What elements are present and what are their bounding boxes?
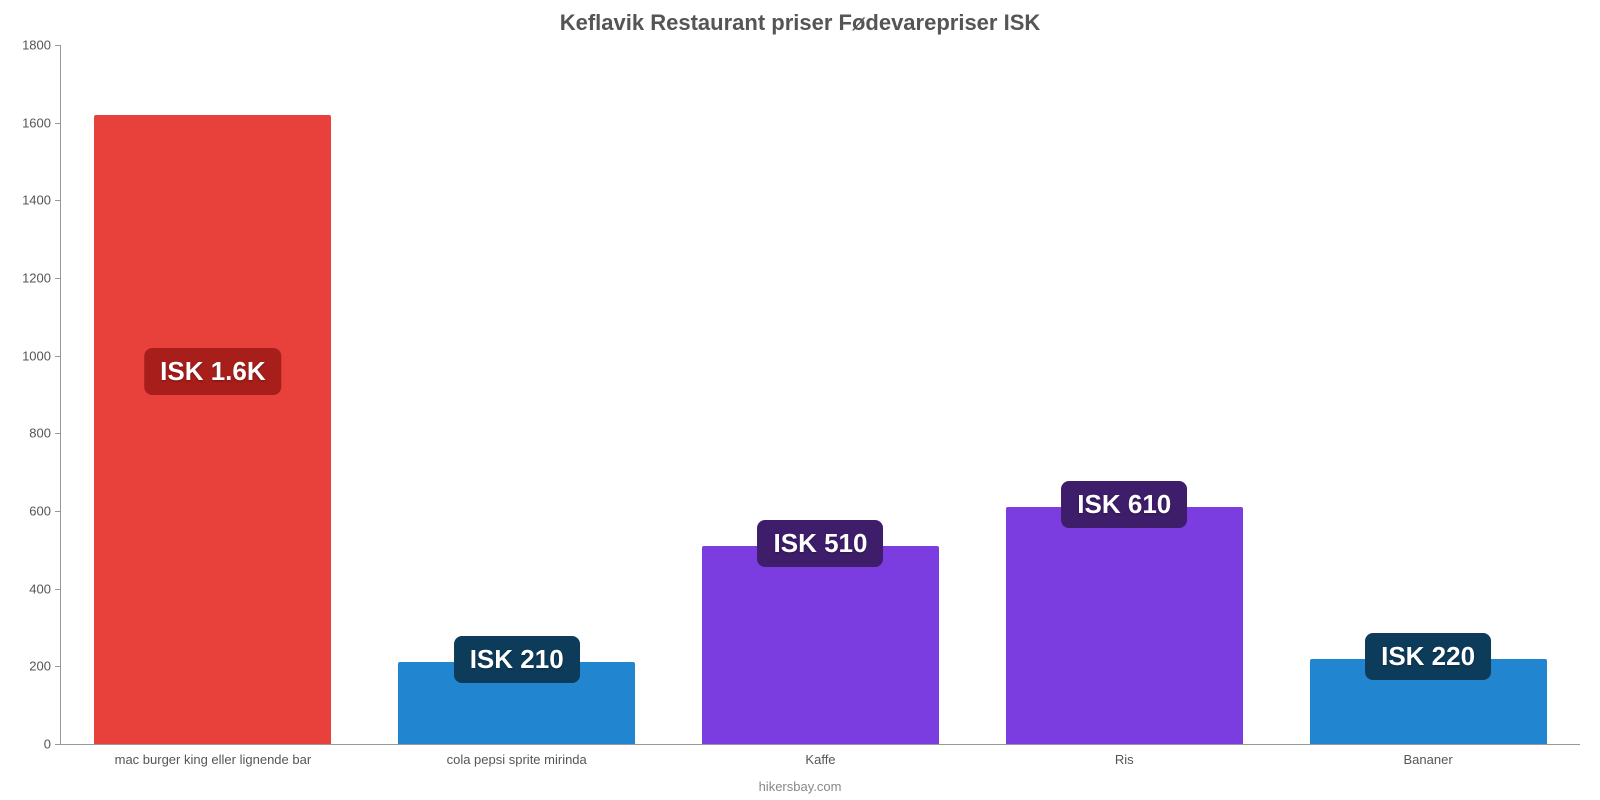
bar	[94, 115, 331, 744]
bar	[1006, 507, 1243, 744]
bar-slot: ISK 510Kaffe	[669, 45, 973, 744]
value-badge: ISK 210	[454, 636, 580, 683]
bars-row: ISK 1.6Kmac burger king eller lignende b…	[61, 45, 1580, 744]
y-tick-label: 800	[29, 426, 51, 441]
bar-slot: ISK 1.6Kmac burger king eller lignende b…	[61, 45, 365, 744]
bar-slot: ISK 210cola pepsi sprite mirinda	[365, 45, 669, 744]
value-badge: ISK 510	[758, 520, 884, 567]
y-tick-label: 1400	[22, 193, 51, 208]
x-tick-label: cola pepsi sprite mirinda	[447, 752, 587, 767]
y-tick-label: 200	[29, 659, 51, 674]
plot-area: 020040060080010001200140016001800ISK 1.6…	[60, 45, 1580, 745]
chart-title: Keflavik Restaurant priser Fødevareprise…	[0, 0, 1600, 36]
y-tick-label: 1200	[22, 271, 51, 286]
y-tick-label: 0	[44, 737, 51, 752]
value-badge: ISK 1.6K	[144, 348, 282, 395]
y-tick-label: 600	[29, 504, 51, 519]
x-tick-label: Bananer	[1404, 752, 1453, 767]
bar-slot: ISK 610Ris	[972, 45, 1276, 744]
value-badge: ISK 610	[1061, 481, 1187, 528]
y-tick-label: 1000	[22, 348, 51, 363]
x-tick-label: Ris	[1115, 752, 1134, 767]
x-tick-label: Kaffe	[805, 752, 835, 767]
bar-slot: ISK 220Bananer	[1276, 45, 1580, 744]
bar	[702, 546, 939, 744]
chart-footer: hikersbay.com	[0, 779, 1600, 794]
y-tick-label: 400	[29, 581, 51, 596]
x-tick-label: mac burger king eller lignende bar	[115, 752, 312, 767]
value-badge: ISK 220	[1365, 633, 1491, 680]
y-tick-label: 1600	[22, 115, 51, 130]
y-tick-label: 1800	[22, 38, 51, 53]
y-tick-mark	[55, 744, 61, 745]
